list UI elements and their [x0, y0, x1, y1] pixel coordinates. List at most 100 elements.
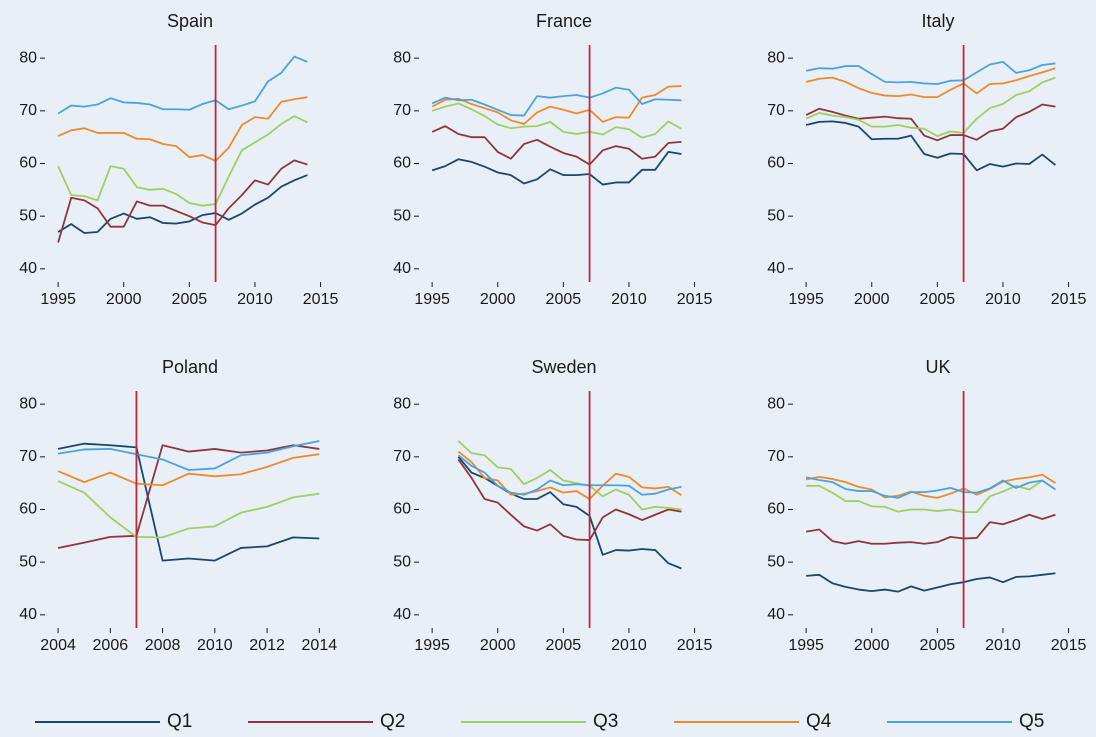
series-line — [457, 456, 682, 570]
y-tick-label: 40 — [19, 260, 37, 277]
y-tick-label: 50 — [393, 553, 411, 570]
y-tick-label: 50 — [767, 553, 785, 570]
x-tick-label: 2014 — [302, 637, 338, 654]
y-tick-label: 50 — [19, 553, 37, 570]
legend-label: Q2 — [380, 711, 405, 732]
series-line — [806, 572, 1056, 593]
series-line — [57, 442, 320, 562]
chart-title: UK — [925, 357, 950, 377]
series-line — [457, 458, 682, 541]
y-tick-label: 80 — [767, 395, 785, 412]
y-tick-label: 40 — [393, 260, 411, 277]
y-tick-label: 70 — [19, 448, 37, 465]
x-tick-label: 2000 — [106, 291, 142, 308]
x-tick-label: 2000 — [854, 291, 890, 308]
series-line — [805, 67, 1056, 99]
x-tick-label: 2015 — [1051, 291, 1087, 308]
x-tick-label: 2000 — [480, 291, 516, 308]
series-line — [805, 76, 1056, 138]
x-tick-label: 1995 — [40, 291, 76, 308]
x-tick-label: 2005 — [546, 291, 582, 308]
chart-title: Poland — [162, 357, 218, 377]
x-tick-label: 2015 — [1051, 637, 1087, 654]
series-line — [431, 151, 682, 186]
legend-label: Q4 — [806, 711, 832, 732]
x-tick-label: 2015 — [677, 637, 713, 654]
x-tick-label: 2000 — [480, 637, 516, 654]
series-line — [457, 440, 682, 511]
series-line — [805, 103, 1056, 142]
x-tick-label: 2010 — [611, 637, 647, 654]
legend-label: Q3 — [593, 711, 618, 732]
y-tick-label: 70 — [393, 448, 411, 465]
y-tick-label: 80 — [19, 49, 37, 66]
x-tick-label: 2008 — [145, 637, 181, 654]
y-tick-label: 70 — [19, 102, 37, 119]
x-tick-label: 2000 — [854, 637, 890, 654]
y-tick-label: 80 — [393, 395, 411, 412]
series-line — [57, 159, 308, 243]
series-line — [431, 86, 682, 117]
series-line — [431, 85, 682, 125]
x-tick-label: 2010 — [611, 291, 647, 308]
y-tick-label: 80 — [393, 49, 411, 66]
series-line — [805, 120, 1057, 172]
series-line — [57, 55, 308, 115]
chart-title: Italy — [921, 11, 954, 31]
legend-label: Q1 — [167, 711, 192, 732]
x-tick-label: 1995 — [788, 291, 824, 308]
series-line — [431, 125, 682, 166]
chart-title: France — [536, 11, 592, 31]
series-line — [57, 96, 308, 162]
y-tick-label: 50 — [393, 207, 411, 224]
series-line — [805, 60, 1056, 85]
x-tick-label: 2010 — [985, 291, 1021, 308]
x-tick-label: 2015 — [677, 291, 713, 308]
chart-title: Spain — [167, 11, 213, 31]
y-tick-label: 80 — [767, 49, 785, 66]
x-tick-label: 2005 — [546, 637, 582, 654]
legend-label: Q5 — [1019, 711, 1044, 732]
y-tick-label: 40 — [767, 260, 785, 277]
x-tick-label: 1995 — [414, 291, 450, 308]
y-tick-label: 50 — [767, 207, 785, 224]
series-line — [57, 444, 320, 549]
y-tick-label: 40 — [767, 606, 785, 623]
y-tick-label: 60 — [393, 155, 411, 172]
y-tick-label: 60 — [767, 155, 785, 172]
y-tick-label: 70 — [767, 102, 785, 119]
series-line — [57, 440, 320, 471]
series-line — [431, 102, 682, 139]
y-tick-label: 70 — [767, 448, 785, 465]
y-tick-label: 40 — [19, 606, 37, 623]
series-line — [57, 480, 320, 539]
x-tick-label: 2005 — [920, 637, 956, 654]
y-tick-label: 60 — [393, 501, 411, 518]
y-tick-label: 80 — [19, 395, 37, 412]
y-tick-label: 40 — [393, 606, 411, 623]
x-tick-label: 2005 — [172, 291, 208, 308]
y-tick-label: 60 — [19, 155, 37, 172]
series-line — [805, 513, 1056, 545]
y-tick-label: 50 — [19, 207, 37, 224]
y-tick-label: 60 — [767, 501, 785, 518]
x-tick-label: 2015 — [303, 291, 339, 308]
series-line — [457, 450, 682, 500]
x-tick-label: 1995 — [788, 637, 824, 654]
series-line — [57, 174, 308, 234]
x-tick-label: 2010 — [197, 637, 233, 654]
series-line — [57, 453, 320, 487]
x-tick-label: 2004 — [40, 637, 76, 654]
x-tick-label: 2010 — [985, 637, 1021, 654]
x-tick-label: 2005 — [920, 291, 956, 308]
series-line — [805, 473, 1056, 499]
x-tick-label: 2012 — [249, 637, 285, 654]
chart-title: Sweden — [531, 357, 596, 377]
y-tick-label: 60 — [19, 501, 37, 518]
series-line — [805, 476, 1056, 499]
series-line — [457, 454, 682, 496]
series-line — [57, 115, 308, 207]
y-tick-label: 70 — [393, 102, 411, 119]
x-tick-label: 2010 — [237, 291, 273, 308]
